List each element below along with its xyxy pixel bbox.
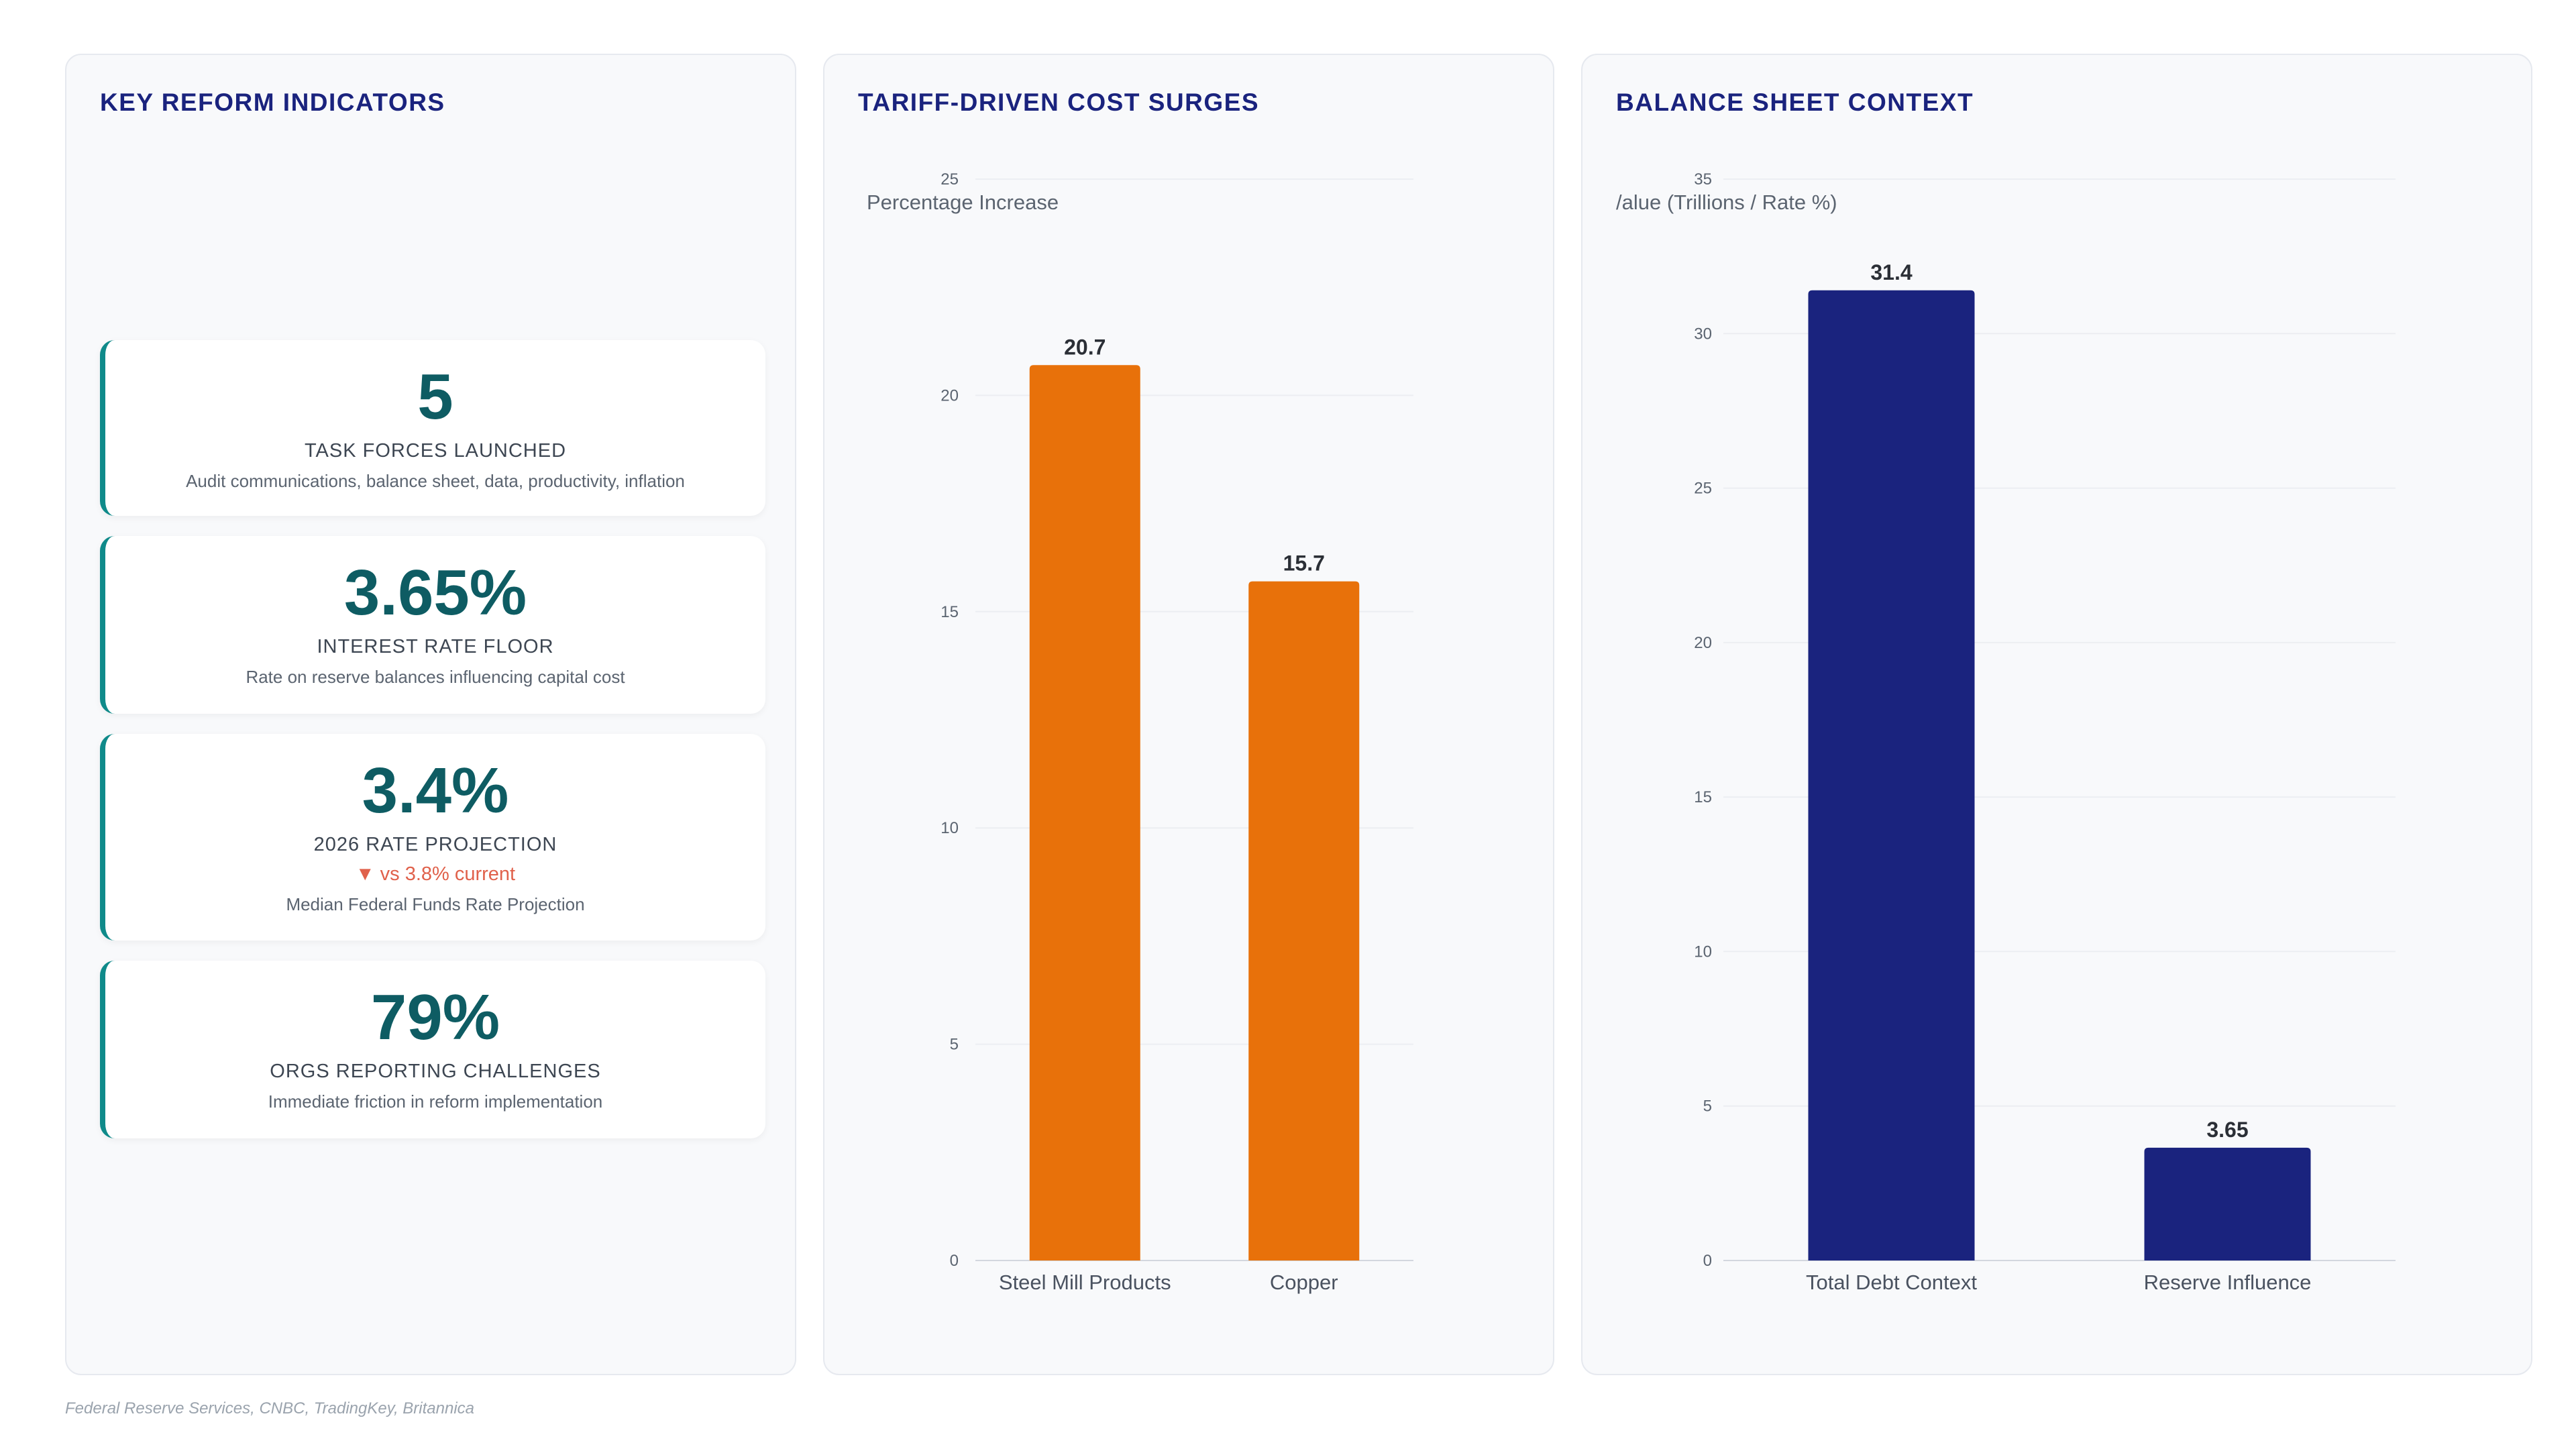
y-tick-label: 25 — [1694, 480, 1712, 498]
x-tick-label: Reserve Influence — [2144, 1271, 2312, 1294]
kpi-label: INTEREST RATE FLOOR — [317, 636, 554, 657]
y-tick-label: 0 — [1703, 1252, 1712, 1270]
balance-chart-panel: BALANCE SHEET CONTEXT 0 5 10 15 20 25 30 35/alu… — [1581, 54, 2532, 1375]
bar — [1808, 290, 1975, 1261]
kpi-value: 5 — [417, 361, 453, 433]
tariff-chart-title: TARIFF-DRIVEN COST SURGES — [858, 89, 1259, 116]
kpi-card-interest-rate-floor: 3.65% INTEREST RATE FLOOR Rate on reserv… — [100, 536, 765, 714]
kpi-description: Rate on reserve balances influencing cap… — [246, 667, 625, 687]
tariff-bar-chart: 0 5 10 15 20 25 Percentage Increase 20.7 Steel M… — [867, 170, 1413, 1294]
kpi-delta: ▼ vs 3.8% current — [355, 863, 516, 885]
x-tick-label: Copper — [1270, 1271, 1338, 1294]
y-tick-label: 30 — [1694, 325, 1712, 343]
balance-chart-title: BALANCE SHEET CONTEXT — [1616, 89, 1974, 116]
x-tick-label: Steel Mill Products — [999, 1271, 1171, 1294]
kpi-description: Median Federal Funds Rate Projection — [286, 894, 585, 914]
kpi-card-task-forces: 5 TASK FORCES LAUNCHED Audit communicati… — [100, 340, 765, 516]
source-note: Federal Reserve Services, CNBC, TradingK… — [65, 1399, 475, 1417]
kpi-label: ORGS REPORTING CHALLENGES — [270, 1061, 601, 1082]
y-tick-label: 10 — [941, 819, 959, 837]
y-tick-label: 20 — [941, 386, 959, 405]
kpi-value: 79% — [370, 981, 500, 1053]
x-tick-label: Total Debt Context — [1806, 1271, 1977, 1294]
kpi-card-list: 5 TASK FORCES LAUNCHED Audit communicati… — [100, 340, 765, 1159]
tariff-chart-panel: TARIFF-DRIVEN COST SURGES 0 5 10 15 20 25 Perc… — [823, 54, 1554, 1375]
kpi-panel-title: KEY REFORM INDICATORS — [100, 89, 445, 116]
bar-value-label: 31.4 — [1870, 260, 1912, 284]
kpi-panel: KEY REFORM INDICATORS 5 TASK FORCES LAUN… — [65, 54, 796, 1375]
kpi-label: TASK FORCES LAUNCHED — [304, 440, 567, 462]
kpi-value: 3.65% — [343, 557, 527, 629]
y-tick-label: 35 — [1694, 170, 1712, 189]
kpi-card-orgs-challenges: 79% ORGS REPORTING CHALLENGES Immediate … — [100, 961, 765, 1138]
bar — [1029, 365, 1140, 1260]
y-tick-label: 15 — [941, 603, 959, 621]
y-tick-label: 5 — [1703, 1097, 1712, 1116]
bar-value-label: 15.7 — [1283, 551, 1325, 576]
kpi-description: Immediate friction in reform implementat… — [268, 1091, 603, 1112]
y-tick-label: 5 — [950, 1036, 959, 1054]
y-tick-label: 15 — [1694, 788, 1712, 806]
kpi-description: Audit communications, balance sheet, dat… — [186, 471, 685, 491]
kpi-card-rate-projection: 3.4% 2026 RATE PROJECTION ▼ vs 3.8% curr… — [100, 734, 765, 941]
bar-value-label: 20.7 — [1064, 335, 1106, 359]
bar-value-label: 3.65 — [2206, 1118, 2248, 1142]
kpi-label: 2026 RATE PROJECTION — [313, 834, 557, 855]
bar — [2144, 1147, 2311, 1260]
y-tick-label: 0 — [950, 1252, 959, 1270]
y-axis-title: /alue (Trillions / Rate %) — [1616, 191, 1837, 214]
balance-bar-chart: 0 5 10 15 20 25 30 35/alue (Trillions / Rate %)… — [1616, 170, 2396, 1294]
y-tick-label: 25 — [941, 170, 959, 189]
y-axis-title: Percentage Increase — [867, 191, 1059, 214]
y-tick-label: 20 — [1694, 634, 1712, 652]
bar — [1248, 581, 1360, 1260]
kpi-value: 3.4% — [362, 755, 509, 826]
y-tick-label: 10 — [1694, 943, 1712, 961]
